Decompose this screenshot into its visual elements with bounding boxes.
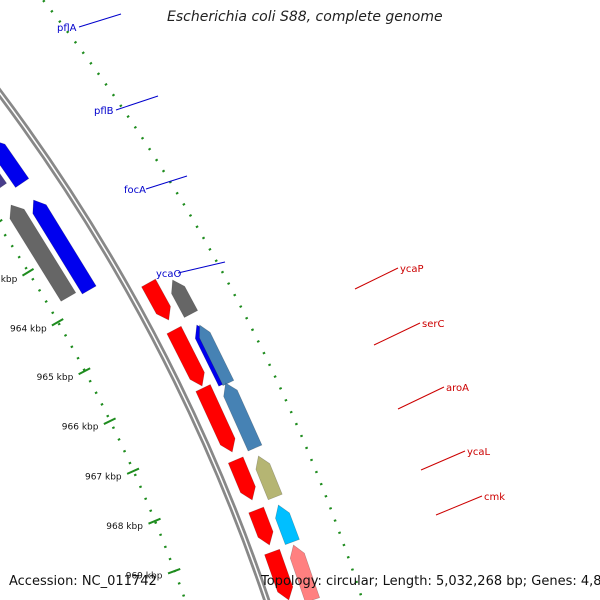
gene-ycaL <box>255 455 283 501</box>
dotted-tick-rings <box>0 0 364 600</box>
gene-label-ycaP: ycaP <box>400 264 424 275</box>
gene-red-2 <box>166 325 205 387</box>
accession-text: Accession: NC_011742 <box>9 574 157 589</box>
genome-backbone <box>0 87 271 600</box>
gene-red-5 <box>248 506 274 546</box>
leader-line <box>115 95 159 111</box>
gene-ycaO <box>9 204 77 302</box>
gene-label-aroA: aroA <box>446 383 469 394</box>
tick-mark <box>78 367 91 376</box>
dotted-ring-1 <box>0 225 187 600</box>
gene-label-focA: focA <box>124 185 146 196</box>
gene-serC <box>199 324 235 386</box>
tick-mark <box>21 268 35 277</box>
leader-line <box>397 386 445 410</box>
gene-features <box>0 142 321 600</box>
backbone-outer <box>0 87 271 600</box>
tick-mark <box>167 567 181 575</box>
gene-pink <box>289 544 321 600</box>
gene-focA <box>0 173 7 189</box>
leader-line <box>78 13 122 28</box>
leader-line <box>354 267 399 290</box>
tick-label: 964 kbp <box>10 324 47 334</box>
leader-line <box>177 261 226 274</box>
genome-title: Escherichia coli S88, complete genome <box>167 9 443 25</box>
gene-ycaP <box>171 279 199 318</box>
gene-label-pflB: pflB <box>94 106 114 117</box>
leader-line <box>373 322 421 346</box>
tick-label: 968 kbp <box>106 522 143 532</box>
gene-labels: pflA pflB focA ycaO ycaP serC aroA ycaL cmk <box>57 13 505 516</box>
tick-mark <box>148 517 161 525</box>
tick-mark <box>103 417 117 425</box>
gene-label-ycaO: ycaO <box>156 269 182 280</box>
tick-label: 969 kbp <box>126 572 163 582</box>
leader-line <box>145 175 188 190</box>
gene-red-4 <box>227 456 256 501</box>
backbone-inner <box>0 92 268 600</box>
gene-label-serC: serC <box>422 319 444 330</box>
gene-red-3 <box>195 384 236 453</box>
tick-mark <box>126 467 140 475</box>
gene-aroA <box>223 382 263 452</box>
gene-red-1 <box>141 278 171 321</box>
tick-mark <box>0 218 3 223</box>
kbp-tick-marks: 958 kbp959 kbp960 kbp961 kbp962 kbp963 k… <box>0 218 181 582</box>
gene-label-cmk: cmk <box>484 492 505 503</box>
tick-label: 963 kbp <box>0 275 18 285</box>
dotted-ring-2 <box>41 0 364 600</box>
tick-mark <box>51 318 64 327</box>
leader-line <box>420 450 466 471</box>
gene-blue-3 <box>32 199 97 295</box>
gene-label-ycaL: ycaL <box>467 447 491 458</box>
gene-cmk <box>275 504 300 545</box>
leader-line <box>435 495 483 516</box>
gene-red-6 <box>264 548 294 600</box>
genome-stats-text: Topology: circular; Length: 5,032,268 bp… <box>261 574 600 589</box>
gene-label-pflA: pflA <box>57 23 77 34</box>
tick-label: 965 kbp <box>37 373 74 383</box>
gene-blue-2 <box>0 142 30 188</box>
tick-label: 967 kbp <box>85 472 122 482</box>
tick-label: 966 kbp <box>62 423 99 433</box>
